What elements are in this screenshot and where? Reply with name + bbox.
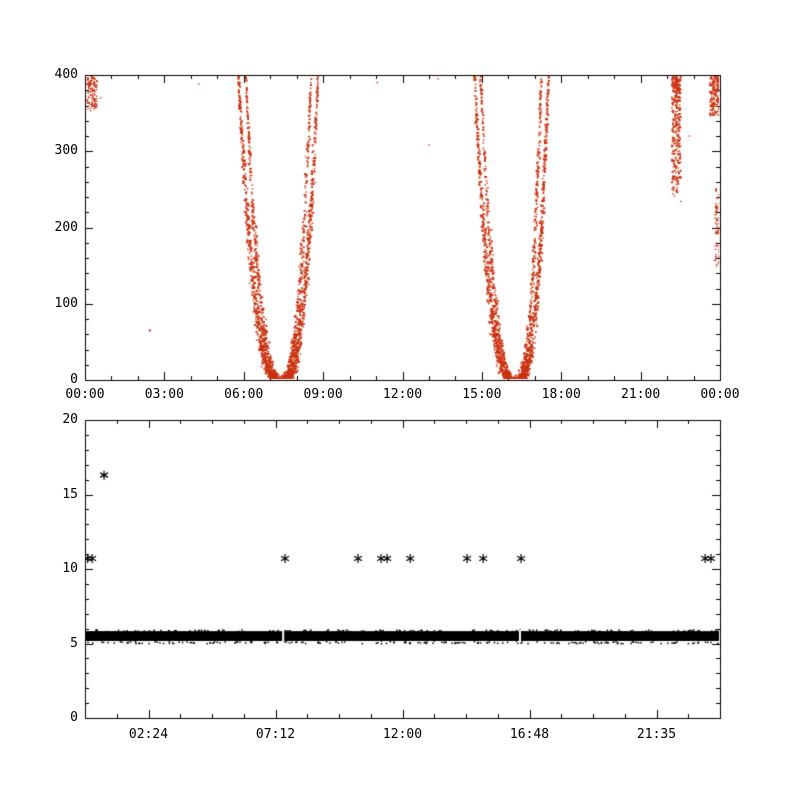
x-tick-label: 02:24 <box>128 727 169 742</box>
y-tick-label: 100 <box>54 295 78 311</box>
x-tick-label: 00:00 <box>700 387 740 402</box>
y-tick-label: 20 <box>62 412 78 427</box>
x-tick-label: 07:12 <box>255 727 296 742</box>
x-tick-label: 21:00 <box>621 387 661 402</box>
x-tick-label: 06:00 <box>224 387 264 402</box>
x-tick-label: 12:00 <box>382 387 423 402</box>
y-tick-label: 300 <box>54 143 78 159</box>
x-tick-label: 18:00 <box>541 387 581 402</box>
y-tick-label: 0 <box>70 710 78 725</box>
y-tick-label: 200 <box>54 219 78 235</box>
y-tick-label: 15 <box>62 486 78 502</box>
x-tick-label: 16:48 <box>509 727 550 742</box>
x-tick-label: 15:00 <box>462 387 502 402</box>
y-tick-label: 5 <box>70 635 78 651</box>
x-tick-label: 09:00 <box>303 387 343 402</box>
y-tick-label: 10 <box>62 561 78 576</box>
y-tick-label: 0 <box>70 372 78 387</box>
x-tick-label: 03:00 <box>144 387 184 402</box>
x-tick-label: 00:00 <box>65 387 105 402</box>
x-tick-label: 21:35 <box>636 727 677 742</box>
y-tick-label: 400 <box>54 67 78 82</box>
x-tick-label: 12:00 <box>382 727 423 742</box>
